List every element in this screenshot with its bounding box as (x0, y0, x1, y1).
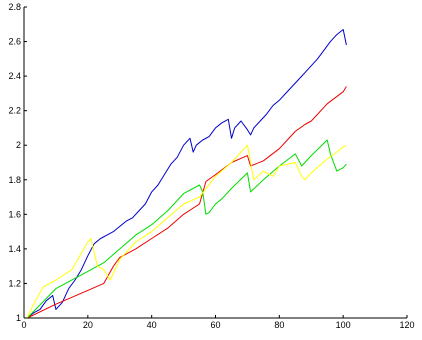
axes-layer (23, 7, 407, 319)
x-tick-label: 60 (210, 320, 220, 330)
y-tick-label: 1.2 (8, 278, 21, 288)
y-tick-label: 2.8 (8, 2, 21, 12)
series-layer (26, 29, 347, 319)
y-tick-label: 2.6 (8, 37, 21, 47)
x-tick-label: 80 (274, 320, 284, 330)
y-tick-label: 1 (16, 313, 21, 323)
series-line-3 (26, 139, 347, 319)
x-tick-label: 0 (21, 320, 26, 330)
y-tick-label: 2 (16, 140, 21, 150)
x-tick-label: 40 (147, 320, 157, 330)
x-tick-label: 100 (336, 320, 351, 330)
ticks-layer: 0 20 40 60 80 100 120 1 1.2 1.4 1.6 1.8 2 2.2 2.4 2.6 2.… (8, 2, 414, 330)
y-tick-label: 1.6 (8, 209, 21, 219)
series-line-4 (26, 144, 347, 319)
y-tick-label: 2.2 (8, 106, 21, 116)
series-line-1 (26, 29, 347, 319)
y-tick-label: 2.4 (8, 71, 21, 81)
series-line-2 (26, 86, 347, 319)
x-tick-label: 120 (399, 320, 414, 330)
y-tick-label: 1.4 (8, 244, 21, 254)
y-tick-label: 1.8 (8, 175, 21, 185)
x-tick-label: 20 (83, 320, 93, 330)
